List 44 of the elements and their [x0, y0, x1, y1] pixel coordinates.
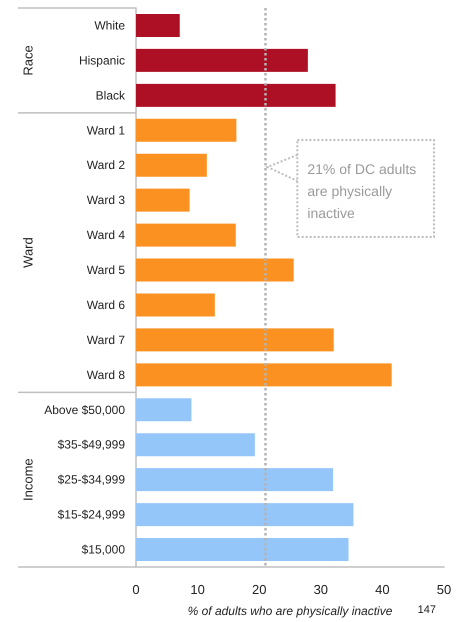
bar	[136, 224, 236, 247]
bar	[136, 398, 192, 422]
x-tick-label: 40	[375, 582, 390, 597]
text: Race	[20, 45, 36, 76]
y-tick-label: Ward 4	[86, 228, 126, 242]
y-tick-label: $35-$49,999	[58, 438, 126, 452]
bar	[136, 258, 294, 282]
y-tick-label: $15,000	[82, 542, 126, 557]
text: Ward	[20, 237, 36, 268]
bar	[136, 468, 334, 492]
bar	[136, 363, 392, 386]
y-tick-label: Ward 6	[86, 298, 126, 312]
y-tick-label: Ward 7	[86, 332, 126, 347]
bar	[136, 118, 236, 142]
bar	[136, 293, 215, 316]
text: Income	[20, 458, 36, 501]
y-tick-label: $25-$34,999	[58, 472, 126, 487]
bar	[136, 433, 255, 456]
bar	[136, 188, 190, 212]
bar	[136, 328, 334, 352]
bar	[136, 84, 336, 107]
x-axis-title: % of adults who are physically inactive	[188, 604, 393, 618]
bar	[136, 48, 308, 72]
x-tick-label: 30	[314, 582, 328, 597]
y-tick-label: Hispanic	[78, 53, 125, 68]
y-tick-label: Ward 2	[86, 158, 126, 172]
x-tick-label: 10	[190, 582, 205, 597]
bar	[136, 503, 354, 526]
bar	[136, 538, 349, 562]
y-tick-label: $15-$24,999	[58, 508, 126, 522]
y-tick-label: White	[94, 18, 126, 32]
y-tick-label: Ward 3	[86, 193, 126, 208]
x-tick-label: 50	[436, 582, 452, 597]
text: 147	[418, 604, 436, 616]
bar	[136, 14, 180, 37]
x-tick-label: 20	[252, 582, 266, 597]
y-tick-label: Ward 5	[86, 263, 126, 278]
y-tick-label: Above $50,000	[44, 402, 126, 417]
y-tick-label: Ward 1	[86, 123, 126, 138]
y-tick-label: Ward 8	[86, 368, 126, 382]
ref-line-label: 21% of DC adults are physically inactive	[307, 161, 420, 221]
bar	[136, 154, 207, 177]
y-tick-label: Black	[96, 88, 126, 102]
x-tick-label: 0	[132, 582, 140, 597]
